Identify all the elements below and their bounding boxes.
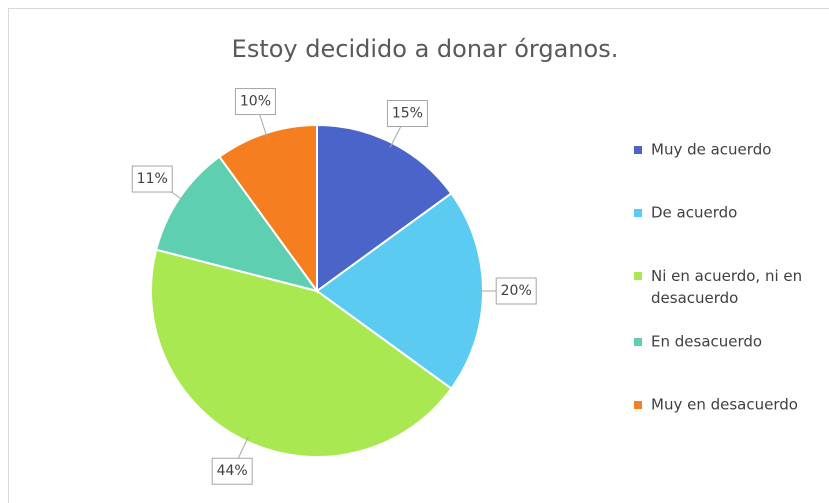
leader-line <box>237 436 249 460</box>
data-label-box <box>131 165 173 193</box>
legend-swatch <box>634 401 642 409</box>
leader-line <box>389 125 402 148</box>
data-label: 15% <box>392 106 423 122</box>
legend-swatch <box>634 209 642 217</box>
legend-label: En desacuerdo <box>651 333 762 351</box>
leader-line <box>259 114 268 139</box>
data-label-box <box>495 277 537 305</box>
legend-label: Ni en acuerdo, ni en desacuerdo <box>651 267 802 307</box>
data-label-box <box>211 457 253 485</box>
data-label-box <box>386 100 428 128</box>
legend-label: De acuerdo <box>651 204 737 222</box>
data-label: 10% <box>240 94 271 110</box>
legend-label: Muy de acuerdo <box>651 141 771 159</box>
data-label: 20% <box>501 283 532 299</box>
data-label: 44% <box>217 463 248 479</box>
legend-swatch <box>634 338 642 346</box>
data-label-box <box>234 88 276 116</box>
legend-swatch <box>634 272 642 280</box>
legend-label: Muy en desacuerdo <box>651 396 798 414</box>
data-label: 11% <box>137 171 168 187</box>
legend-swatch <box>634 146 642 154</box>
chart-title: Estoy decidido a donar órganos. <box>232 35 619 63</box>
